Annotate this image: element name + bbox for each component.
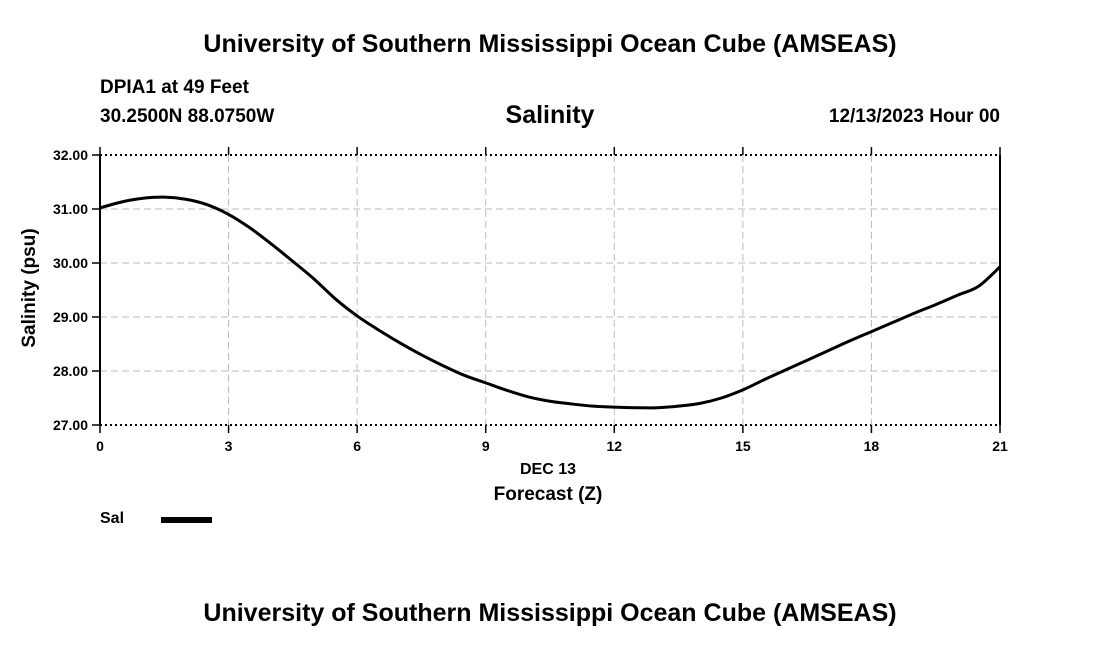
x-tick-label: 12 xyxy=(606,438,622,454)
legend-line-swatch xyxy=(161,517,212,523)
x-tick-label: 3 xyxy=(225,438,233,454)
y-tick-label: 32.00 xyxy=(53,147,88,163)
x-tick-label: 6 xyxy=(353,438,361,454)
forecast-datetime: 12/13/2023 Hour 00 xyxy=(828,106,1000,127)
legend-label: Sal xyxy=(100,510,125,527)
footer-title: University of Southern Mississippi Ocean… xyxy=(203,599,897,627)
x-tick-label: 0 xyxy=(96,438,104,454)
series-line-sal xyxy=(99,195,1002,410)
x-date-label: DEC 13 xyxy=(520,461,576,478)
y-tick-label: 29.00 xyxy=(53,309,88,325)
x-tick-label: 9 xyxy=(482,438,490,454)
coordinates-label: 30.2500N 88.0750W xyxy=(100,106,275,127)
x-axis-label: Forecast (Z) xyxy=(494,484,603,505)
x-tick-label: 21 xyxy=(992,438,1008,454)
x-tick-label: 15 xyxy=(735,438,751,454)
y-tick-label: 31.00 xyxy=(53,201,88,217)
x-tick-label: 18 xyxy=(864,438,880,454)
page-title: University of Southern Mississippi Ocean… xyxy=(203,30,897,58)
station-label: DPIA1 at 49 Feet xyxy=(100,77,249,98)
y-tick-label: 28.00 xyxy=(53,363,88,379)
y-tick-label: 27.00 xyxy=(53,417,88,433)
y-axis-label: Salinity (psu) xyxy=(19,228,40,347)
y-tick-label: 30.00 xyxy=(53,255,88,271)
chart-title: Salinity xyxy=(505,101,595,129)
